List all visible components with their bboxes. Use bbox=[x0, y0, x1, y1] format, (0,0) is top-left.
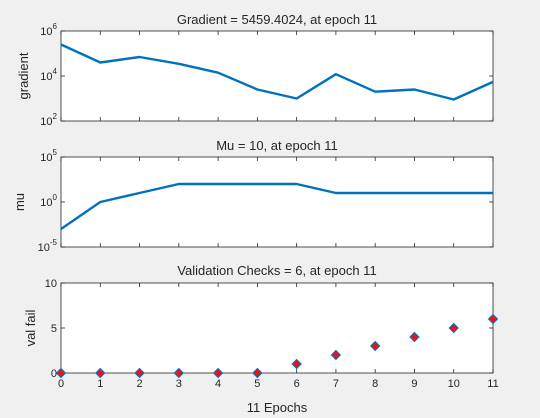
val-data-point bbox=[487, 313, 499, 325]
mu-axes bbox=[60, 156, 494, 248]
mu-ytick-label: 10-5 bbox=[38, 238, 58, 254]
mu-title: Mu = 10, at epoch 11 bbox=[216, 138, 338, 153]
val-xtick-label: 11 bbox=[487, 378, 498, 390]
val-xtick-label: 6 bbox=[294, 378, 300, 390]
val-ytick-label: 0 bbox=[51, 368, 57, 380]
val-plot: 0 5 10 0 1 2 3 4 5 6 7 8 9 10 11 bbox=[45, 278, 499, 390]
gradient-panel: Gradient = 5459.4024, at epoch 11 gradie… bbox=[16, 12, 494, 128]
gradient-series-line bbox=[60, 43, 494, 101]
val-xtick-label: 0 bbox=[58, 378, 64, 390]
val-data-point bbox=[173, 367, 185, 379]
val-xtick-label: 7 bbox=[333, 378, 339, 390]
val-data-point bbox=[95, 367, 106, 379]
val-xtick-label: 8 bbox=[372, 378, 378, 390]
gradient-plot: 102 104 106 bbox=[40, 22, 494, 128]
val-panel: Validation Checks = 6, at epoch 11 val f… bbox=[23, 263, 499, 415]
mu-series-line bbox=[60, 182, 493, 230]
val-data-point bbox=[252, 367, 263, 379]
val-title: Validation Checks = 6, at epoch 11 bbox=[177, 263, 376, 278]
val-data-point bbox=[330, 349, 342, 361]
mu-ytick-label: 105 bbox=[40, 148, 57, 164]
val-data-point bbox=[55, 367, 67, 379]
mu-panel: Mu = 10, at epoch 11 mu 10-5 100 105 bbox=[12, 138, 494, 254]
mu-plot: 10-5 100 105 bbox=[38, 148, 494, 254]
val-ytick-label: 5 bbox=[51, 323, 57, 335]
val-data-point bbox=[212, 367, 224, 379]
val-xtick-label: 10 bbox=[448, 378, 460, 390]
gradient-ylabel: gradient bbox=[16, 52, 31, 99]
val-data-point bbox=[291, 358, 302, 370]
gradient-ytick-label: 102 bbox=[40, 112, 57, 128]
val-data-point bbox=[134, 367, 145, 379]
val-xtick-label: 9 bbox=[411, 378, 417, 390]
val-data-point bbox=[448, 322, 459, 334]
val-ytick-label: 10 bbox=[45, 278, 57, 290]
gradient-ytick-label: 104 bbox=[40, 67, 57, 83]
mu-ylabel: mu bbox=[12, 193, 27, 211]
gradient-title: Gradient = 5459.4024, at epoch 11 bbox=[177, 12, 377, 27]
val-xlabel: 11 Epochs bbox=[247, 400, 308, 415]
val-xtick-label: 1 bbox=[97, 378, 103, 390]
val-axes bbox=[60, 282, 494, 374]
val-xtick-label: 3 bbox=[176, 378, 182, 390]
val-xtick-label: 5 bbox=[254, 378, 260, 390]
val-xtick-label: 4 bbox=[215, 378, 221, 390]
val-data-point bbox=[369, 340, 381, 352]
gradient-axes bbox=[60, 30, 494, 122]
val-ylabel: val fail bbox=[23, 309, 38, 346]
gradient-ytick-label: 106 bbox=[40, 22, 57, 38]
val-xtick-label: 2 bbox=[136, 378, 142, 390]
mu-ytick-label: 100 bbox=[40, 193, 57, 209]
val-data-point bbox=[409, 331, 420, 343]
